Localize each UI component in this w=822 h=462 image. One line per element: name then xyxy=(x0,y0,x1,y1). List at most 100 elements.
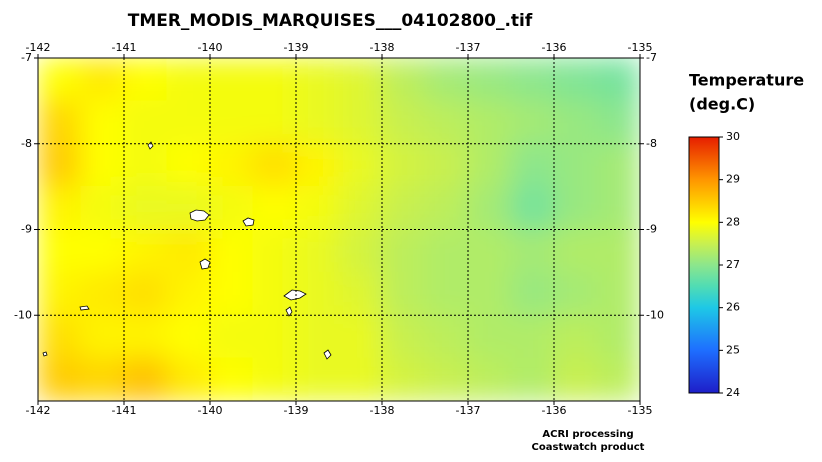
temperature-cell xyxy=(80,314,125,359)
field-clip xyxy=(38,58,640,401)
x-tick-label: -139 xyxy=(284,41,309,54)
temperature-cell xyxy=(80,186,125,230)
temperature-cell xyxy=(467,314,512,359)
temperature-cell xyxy=(381,100,426,145)
temperature-cell xyxy=(252,58,297,102)
temperature-cell xyxy=(381,314,426,359)
temperature-cell xyxy=(123,100,168,145)
temperature-cell xyxy=(338,186,383,230)
footer-text: Coastwatch product xyxy=(532,442,645,453)
colorbar-tick-label: 30 xyxy=(726,130,740,143)
temperature-cell xyxy=(467,186,512,230)
temperature-cell xyxy=(381,186,426,230)
temperature-cell xyxy=(209,229,254,273)
temperature-cell xyxy=(381,357,426,401)
temperature-cell xyxy=(123,357,168,401)
temperature-cell xyxy=(252,314,297,359)
x-tick-label: -142 xyxy=(26,41,51,54)
colorbar-title: (deg.C) xyxy=(689,95,755,114)
temperature-cell xyxy=(553,229,598,273)
temperature-cell xyxy=(510,357,555,401)
y-tick-label: -8 xyxy=(21,137,32,150)
temperature-cell xyxy=(123,186,168,230)
temperature-cell xyxy=(166,186,211,230)
y-tick-label: -8 xyxy=(646,137,657,150)
temperature-cell xyxy=(424,314,469,359)
temperature-cell xyxy=(596,229,640,273)
x-tick-label: -137 xyxy=(456,404,481,417)
island xyxy=(242,217,255,227)
temperature-cell xyxy=(553,314,598,359)
temperature-cell xyxy=(596,58,640,102)
axes: -142 -142 -141 -141 -140 -140 -139 -139 -138 -138… xyxy=(14,41,664,417)
x-tick-label: -140 xyxy=(198,41,223,54)
temperature-cell xyxy=(553,100,598,145)
island xyxy=(323,349,332,360)
temperature-cell xyxy=(38,357,82,401)
temperature-cell xyxy=(295,314,340,359)
temperature-cell xyxy=(295,100,340,145)
temperature-cell xyxy=(510,100,555,145)
x-tick-label: -141 xyxy=(112,41,137,54)
colorbar-tick-label: 29 xyxy=(726,173,740,186)
temperature-cell xyxy=(295,357,340,401)
island xyxy=(283,289,307,301)
temperature-cell xyxy=(467,271,512,316)
y-tick-label: -9 xyxy=(21,223,32,236)
y-tick-label: -7 xyxy=(21,51,32,64)
chart-title: TMER_MODIS_MARQUISES___04102800_.tif xyxy=(128,11,533,31)
temperature-cell xyxy=(166,58,211,102)
temperature-cell xyxy=(381,58,426,102)
temperature-cell xyxy=(166,271,211,316)
y-tick-label: -10 xyxy=(14,308,32,321)
y-tick-label: -7 xyxy=(646,51,657,64)
island xyxy=(79,305,90,311)
temperature-cell xyxy=(38,186,82,230)
temperature-cell xyxy=(338,314,383,359)
temperature-cell xyxy=(424,100,469,145)
temperature-cell xyxy=(467,100,512,145)
temperature-cell xyxy=(123,229,168,273)
temperature-cell xyxy=(252,100,297,145)
colorbar xyxy=(688,136,720,394)
island xyxy=(285,306,293,317)
island xyxy=(42,351,48,357)
temperature-cell xyxy=(510,314,555,359)
colorbar-tick-label: 25 xyxy=(726,343,740,356)
y-tick-label: -9 xyxy=(646,223,657,236)
temperature-cell xyxy=(123,143,168,188)
temperature-cell xyxy=(166,100,211,145)
temperature-cell xyxy=(338,100,383,145)
temperature-cell xyxy=(123,58,168,102)
temperature-cell xyxy=(510,143,555,188)
temperature-cell xyxy=(295,186,340,230)
x-tick-label: -138 xyxy=(370,41,395,54)
footer-text: ACRI processing xyxy=(542,429,633,440)
colorbar-tick-label: 27 xyxy=(726,258,740,271)
temperature-cell xyxy=(166,314,211,359)
colorbar-tick-label: 28 xyxy=(726,215,740,228)
x-tick-label: -140 xyxy=(198,404,223,417)
temperature-cell xyxy=(209,357,254,401)
temperature-cell xyxy=(381,143,426,188)
temperature-cell xyxy=(80,143,125,188)
temperature-cell xyxy=(596,100,640,145)
colorbar-tick-label: 24 xyxy=(726,386,740,399)
temperature-cell xyxy=(209,58,254,102)
temperature-cell xyxy=(209,100,254,145)
colorbar-tick-label: 26 xyxy=(726,301,740,314)
temperature-cell xyxy=(553,143,598,188)
temperature-cell xyxy=(510,186,555,230)
temperature-cell xyxy=(424,271,469,316)
temperature-cell xyxy=(424,357,469,401)
temperature-cell xyxy=(596,186,640,230)
temperature-cell xyxy=(424,58,469,102)
temperature-cell xyxy=(80,357,125,401)
x-tick-label: -139 xyxy=(284,404,309,417)
temperature-cell xyxy=(38,314,82,359)
temperature-cell xyxy=(123,314,168,359)
temperature-cell xyxy=(209,143,254,188)
temperature-cell xyxy=(553,357,598,401)
temperature-cell xyxy=(553,58,598,102)
